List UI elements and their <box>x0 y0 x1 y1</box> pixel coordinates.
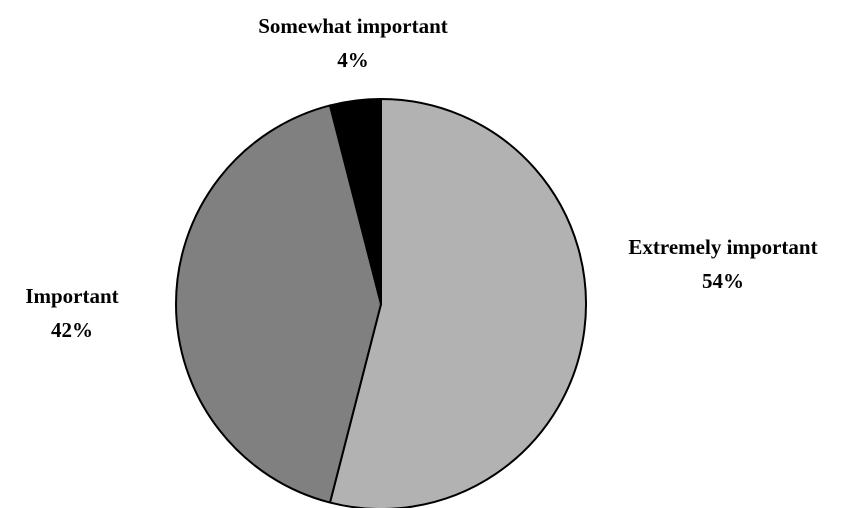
slice-value-somewhat-important: 4% <box>337 48 369 72</box>
slice-label-important: Important <box>25 284 118 308</box>
slice-value-important: 42% <box>51 318 93 342</box>
slice-value-extremely-important: 54% <box>702 269 744 293</box>
slice-label-extremely-important: Extremely important <box>628 235 817 259</box>
pie-slice-somewhat-important <box>329 98 382 305</box>
pie-slices <box>174 98 587 508</box>
pie-slice-extremely-important <box>329 98 587 508</box>
pie-slice-important <box>174 104 382 504</box>
slice-label-somewhat-important: Somewhat important <box>258 14 448 38</box>
